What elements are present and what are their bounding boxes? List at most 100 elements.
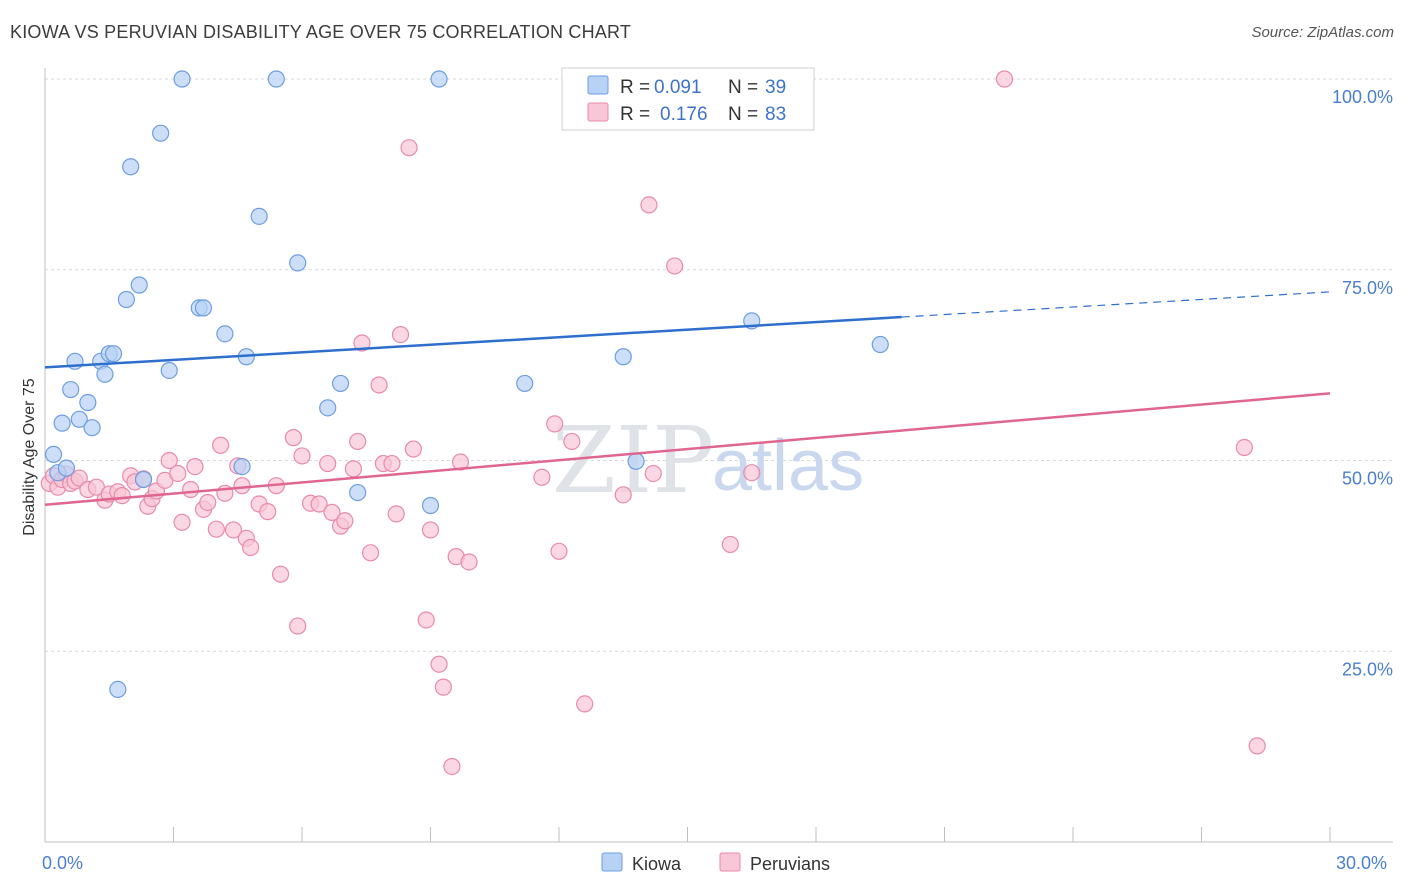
kiowa-point bbox=[349, 483, 367, 502]
peruvians-point bbox=[563, 432, 581, 451]
legend-swatch-peruvians bbox=[587, 102, 609, 122]
peruvians-point bbox=[550, 542, 568, 560]
kiowa-point bbox=[614, 348, 632, 366]
peruvians-point bbox=[404, 440, 422, 458]
bottom-legend-label-kiowa: Kiowa bbox=[632, 854, 682, 874]
kiowa-trend-extension bbox=[901, 291, 1331, 318]
peruvians-point bbox=[721, 535, 739, 554]
kiowa-point bbox=[160, 361, 178, 380]
x-tick-marks bbox=[44, 827, 1331, 842]
peruvians-point bbox=[614, 486, 632, 504]
y-tick-label-25: 25.0% bbox=[1342, 659, 1393, 679]
peruvians-point bbox=[344, 460, 362, 478]
peruvians-point bbox=[186, 458, 204, 476]
peruvians-point bbox=[173, 513, 191, 531]
peruvians-point bbox=[361, 544, 380, 562]
peruvians-point bbox=[417, 611, 435, 629]
peruvians-trend-line bbox=[44, 392, 1331, 506]
kiowa-trend-line bbox=[44, 315, 902, 369]
peruvians-point bbox=[451, 453, 470, 471]
peruvians-point bbox=[70, 469, 88, 487]
peruvians-point bbox=[207, 520, 225, 538]
peruvians-point bbox=[443, 757, 461, 776]
kiowa-point bbox=[430, 70, 448, 88]
peruvians-point bbox=[383, 454, 401, 473]
kiowa-point bbox=[62, 380, 80, 399]
kiowa-point bbox=[319, 399, 337, 417]
peruvians-point bbox=[387, 505, 405, 523]
bottom-legend-swatch-kiowa bbox=[601, 852, 623, 872]
legend-n-value-kiowa: 39 bbox=[765, 77, 786, 98]
peruvians-point bbox=[349, 432, 367, 451]
kiowa-point bbox=[83, 419, 101, 437]
kiowa-point bbox=[516, 374, 534, 393]
peruvians-point bbox=[242, 538, 260, 557]
x-tick-label-min: 0.0% bbox=[42, 853, 83, 873]
bottom-legend-swatch-peruvians bbox=[719, 852, 741, 872]
peruvians-point bbox=[533, 468, 551, 486]
chart-title: KIOWA VS PERUVIAN DISABILITY AGE OVER 75… bbox=[10, 22, 632, 42]
peruvians-point bbox=[353, 334, 371, 352]
watermark-atlas: atlas bbox=[712, 426, 864, 506]
peruvians-point bbox=[271, 565, 290, 583]
kiowa-point bbox=[117, 290, 135, 309]
peruvians-point bbox=[400, 139, 418, 157]
kiowa-point bbox=[331, 374, 350, 393]
peruvians-point bbox=[212, 436, 230, 454]
kiowa-point bbox=[44, 445, 63, 463]
peruvians-point bbox=[289, 617, 307, 635]
peruvians-point bbox=[293, 447, 311, 465]
peruvians-point bbox=[1235, 438, 1253, 457]
peruvians-point bbox=[430, 655, 448, 673]
kiowa-point bbox=[871, 335, 889, 354]
y-tick-labels: 25.0% 50.0% 75.0% 100.0% bbox=[1332, 87, 1393, 679]
legend-box: R = 0.091 N = 39 R = 0.176 N = 83 bbox=[561, 67, 815, 131]
peruvians-point bbox=[224, 521, 243, 539]
y-tick-label-75: 75.0% bbox=[1342, 278, 1393, 298]
kiowa-point bbox=[194, 299, 213, 317]
peruvians-point bbox=[169, 464, 187, 483]
peruvians-point bbox=[233, 477, 251, 495]
bottom-legend: Kiowa Peruvians bbox=[601, 852, 830, 874]
peruvians-point bbox=[323, 503, 341, 521]
kiowa-point bbox=[250, 207, 268, 225]
kiowa-point bbox=[53, 414, 71, 432]
trend-lines bbox=[44, 291, 1331, 506]
kiowa-point bbox=[134, 470, 153, 489]
peruvians-point bbox=[1248, 737, 1266, 755]
peruvians-point bbox=[336, 512, 354, 530]
kiowa-point bbox=[122, 158, 140, 176]
legend-r-value-peruvians: 0.176 bbox=[660, 104, 708, 125]
kiowa-point bbox=[152, 124, 170, 142]
series-kiowa-points bbox=[44, 70, 889, 699]
peruvians-point bbox=[995, 70, 1014, 88]
kiowa-point bbox=[421, 496, 440, 515]
kiowa-point bbox=[109, 680, 127, 699]
kiowa-point bbox=[70, 410, 88, 428]
y-tick-label-100: 100.0% bbox=[1332, 87, 1393, 107]
kiowa-point bbox=[233, 458, 251, 476]
kiowa-point bbox=[104, 345, 123, 363]
peruvians-point bbox=[460, 553, 478, 571]
kiowa-point bbox=[289, 254, 307, 272]
peruvians-point bbox=[421, 521, 440, 539]
peruvians-point bbox=[546, 415, 564, 433]
legend-n-label-kiowa: N = bbox=[728, 77, 758, 98]
legend-r-label-kiowa: R = bbox=[620, 77, 650, 98]
peruvians-point bbox=[391, 326, 410, 344]
legend-n-label-peruvians: N = bbox=[728, 104, 758, 125]
watermark: ZIP atlas bbox=[552, 407, 864, 514]
peruvians-point bbox=[310, 495, 328, 513]
kiowa-point bbox=[79, 393, 97, 412]
kiowa-point bbox=[57, 459, 76, 477]
legend-swatch-kiowa bbox=[587, 75, 609, 95]
kiowa-point bbox=[627, 452, 645, 470]
peruvians-point bbox=[199, 493, 217, 512]
peruvians-point bbox=[640, 196, 658, 214]
peruvians-point bbox=[319, 454, 337, 473]
peruvians-point bbox=[113, 486, 131, 505]
y-tick-label-50: 50.0% bbox=[1342, 469, 1393, 489]
kiowa-point bbox=[130, 276, 148, 294]
peruvians-point bbox=[743, 464, 761, 482]
